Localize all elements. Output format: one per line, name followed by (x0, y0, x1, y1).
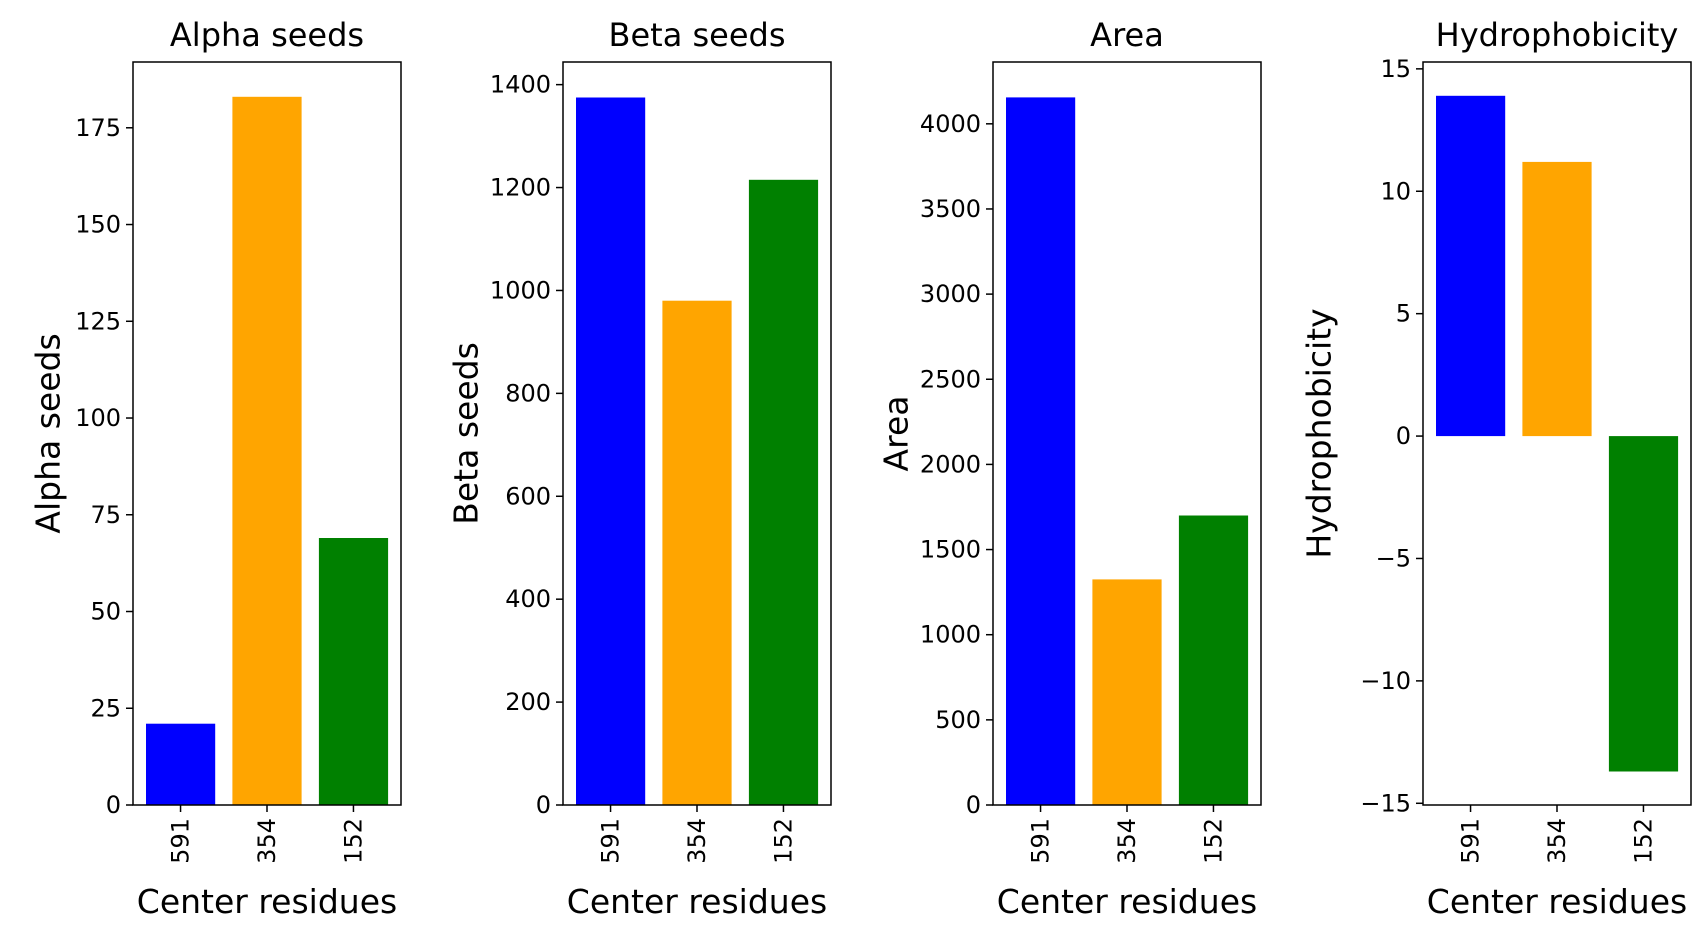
y-tick-label: 3000 (920, 280, 981, 308)
bar-591 (1006, 97, 1076, 805)
y-tick-label: 1000 (920, 621, 981, 649)
y-tick-label: 15 (1380, 55, 1411, 83)
y-tick-label: 75 (90, 501, 121, 529)
x-tick-label: 591 (1457, 818, 1485, 864)
y-tick-label: 0 (1396, 422, 1411, 450)
chart-title: Area (1090, 16, 1164, 54)
y-tick-label: 0 (536, 791, 551, 819)
x-tick-label: 591 (167, 818, 195, 864)
chart-panel-3: 591 354 152 0 500 1000 1500 2000 2500 3000 3500 400… (877, 16, 1262, 921)
y-tick-label: 100 (75, 404, 121, 432)
y-tick-label: 500 (935, 706, 981, 734)
y-axis-label: Alpha seeds (29, 333, 68, 533)
x-axis-label: Center residues (137, 882, 397, 921)
x-tick-label: 152 (339, 818, 367, 864)
axes-frame (1422, 61, 1692, 806)
y-tick-label: 2500 (920, 365, 981, 393)
y-tick-label: 50 (90, 598, 121, 626)
y-tick-label: 1500 (920, 536, 981, 564)
bar-354 (662, 300, 732, 805)
y-tick-label: 150 (75, 211, 121, 239)
chart-title: Alpha seeds (170, 16, 364, 54)
x-axis-label: Center residues (1427, 882, 1687, 921)
axes-frame (992, 61, 1262, 806)
x-tick-label: 591 (597, 818, 625, 864)
y-tick-label: 800 (505, 379, 551, 407)
chart-title: Beta seeds (609, 16, 786, 54)
y-tick-label: −15 (1360, 789, 1411, 817)
chart-panel-1: 591 354 152 0 25 50 75 100 125 150 175 Alpha seeds C… (29, 16, 402, 921)
x-tick-label: 152 (1199, 818, 1227, 864)
y-tick-label: 1200 (490, 174, 551, 202)
y-tick-label: 0 (966, 791, 981, 819)
y-axis-label: Area (877, 396, 916, 472)
chart-title: Hydrophobicity (1436, 16, 1679, 54)
bar-152 (318, 538, 389, 805)
y-tick-label: 1000 (490, 276, 551, 304)
y-tick-label: 10 (1380, 177, 1411, 205)
x-tick-label: 354 (683, 818, 711, 864)
bar-152 (1608, 436, 1679, 772)
y-tick-label: −10 (1360, 667, 1411, 695)
y-tick-label: 125 (75, 307, 121, 335)
y-tick-label: 4000 (920, 110, 981, 138)
bar-591 (146, 723, 216, 805)
bar-152 (1178, 515, 1249, 805)
bar-591 (1436, 95, 1506, 437)
y-tick-label: 5 (1396, 300, 1411, 328)
x-tick-label: 354 (1543, 818, 1571, 864)
y-tick-label: 600 (505, 482, 551, 510)
y-axis-label: Beta seeds (447, 342, 486, 525)
y-tick-label: 1400 (490, 71, 551, 99)
x-tick-label: 152 (1629, 818, 1657, 864)
x-axis-label: Center residues (567, 882, 827, 921)
y-tick-label: −5 (1376, 544, 1411, 572)
y-tick-label: 3500 (920, 195, 981, 223)
x-axis-label: Center residues (997, 882, 1257, 921)
y-tick-label: 0 (106, 791, 121, 819)
x-tick-label: 152 (769, 818, 797, 864)
y-tick-label: 175 (75, 114, 121, 142)
chart-panel-2: 591 354 152 0 200 400 600 800 1000 1200 1400 Beta s… (447, 16, 832, 921)
bar-591 (576, 97, 646, 805)
y-axis-label: Hydrophobicity (1300, 308, 1339, 558)
y-tick-label: 25 (90, 694, 121, 722)
bar-354 (1522, 161, 1592, 437)
x-tick-label: 591 (1027, 818, 1055, 864)
y-tick-label: 400 (505, 585, 551, 613)
bar-354 (232, 96, 302, 806)
x-tick-label: 354 (1113, 818, 1141, 864)
bar-152 (748, 179, 819, 806)
x-tick-label: 354 (253, 818, 281, 864)
y-tick-label: 200 (505, 688, 551, 716)
axes-frame (562, 61, 832, 806)
chart-panel-4: 591 354 152 −15 −10 −5 0 5 10 15 Hydrophobicity Cen… (1300, 16, 1692, 921)
axes-frame (132, 61, 402, 806)
y-tick-label: 2000 (920, 450, 981, 478)
bar-354 (1092, 579, 1162, 805)
